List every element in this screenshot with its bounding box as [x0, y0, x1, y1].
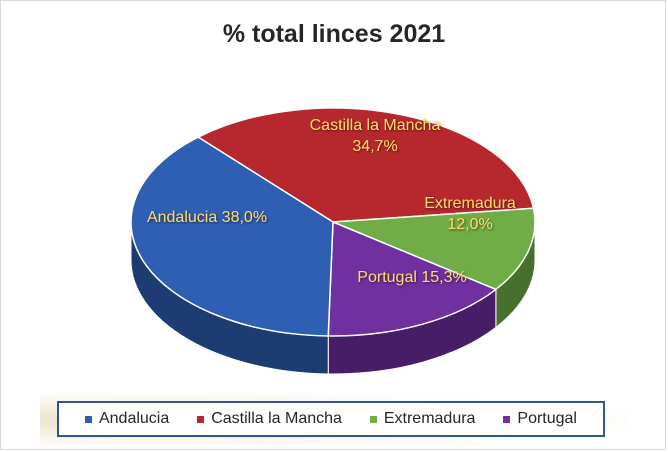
legend: Andalucia Castilla la Mancha Extremadura Po… — [57, 401, 605, 437]
legend-label: Castilla la Mancha — [211, 410, 342, 427]
legend-label: Extremadura — [383, 410, 476, 427]
legend-swatch — [369, 415, 377, 423]
legend-label: Portugal — [517, 410, 577, 427]
pie-slice-castilla-la-mancha — [197, 107, 535, 223]
legend-swatch — [84, 415, 92, 423]
pie-tops — [130, 107, 536, 337]
chart-title: % total linces 2021 — [222, 20, 446, 48]
legend-item-andalucia: Andalucia — [84, 410, 170, 428]
legend-item-portugal: Portugal — [503, 410, 577, 428]
data-label-extremadura: Extremadura 12,0% — [424, 195, 516, 233]
legend-swatch — [503, 415, 511, 423]
pie-slice-andalucia — [130, 136, 334, 337]
legend-swatch — [197, 415, 205, 423]
legend-item-extremadura: Extremadura — [369, 410, 476, 428]
pie-slice-extremadura — [332, 207, 536, 291]
pie-labels: Andalucia 38,0% Castilla la Mancha 34,7% Ex… — [147, 117, 516, 286]
legend-item-castilla-la-mancha: Castilla la Mancha — [197, 410, 342, 428]
pie-slice-portugal — [327, 221, 497, 337]
data-label-portugal: Portugal 15,3% — [357, 269, 466, 286]
data-label-castilla-la-mancha: Castilla la Mancha 34,7% — [310, 117, 441, 155]
data-label-andalucia: Andalucia 38,0% — [147, 209, 267, 226]
legend-label: Andalucia — [98, 410, 170, 427]
